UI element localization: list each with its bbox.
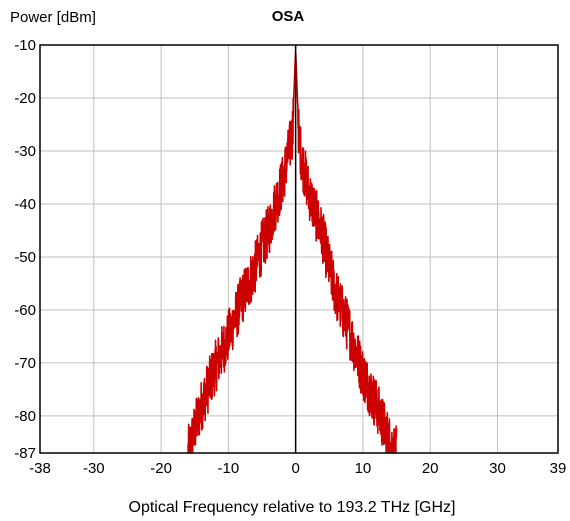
y-tick-labels: -10 -20 -30 -40 -50 -60 -70 -80 -87 <box>14 37 36 462</box>
spectrum-line <box>187 52 398 454</box>
x-axis-label: Optical Frequency relative to 193.2 THz … <box>129 499 456 516</box>
x-tick-label: -30 <box>83 460 105 477</box>
plot-frame <box>39 44 559 454</box>
x-tick-label: 30 <box>489 460 506 477</box>
spectrum-trace <box>187 52 398 454</box>
y-tick-label: -20 <box>14 90 36 107</box>
y-tick-label: -40 <box>14 196 36 213</box>
y-tick-label: -60 <box>14 302 36 319</box>
x-tick-labels: -38 -30 -20 -10 0 10 20 30 39 <box>29 460 566 477</box>
x-tick-label: -20 <box>150 460 172 477</box>
y-tick-label: -87 <box>14 445 36 462</box>
x-tick-label: -38 <box>29 460 51 477</box>
chart-title: OSA <box>272 8 305 25</box>
y-axis-label: Power [dBm] <box>10 9 96 26</box>
x-tick-label: -10 <box>218 460 240 477</box>
x-tick-label: 20 <box>422 460 439 477</box>
x-tick-label: 0 <box>291 460 299 477</box>
y-tick-label: -50 <box>14 249 36 266</box>
x-tick-label: 39 <box>550 460 567 477</box>
grid <box>40 45 558 453</box>
y-tick-label: -80 <box>14 408 36 425</box>
y-tick-label: -10 <box>14 37 36 54</box>
y-tick-label: -30 <box>14 143 36 160</box>
y-tick-label: -70 <box>14 355 36 372</box>
x-tick-label: 10 <box>355 460 372 477</box>
